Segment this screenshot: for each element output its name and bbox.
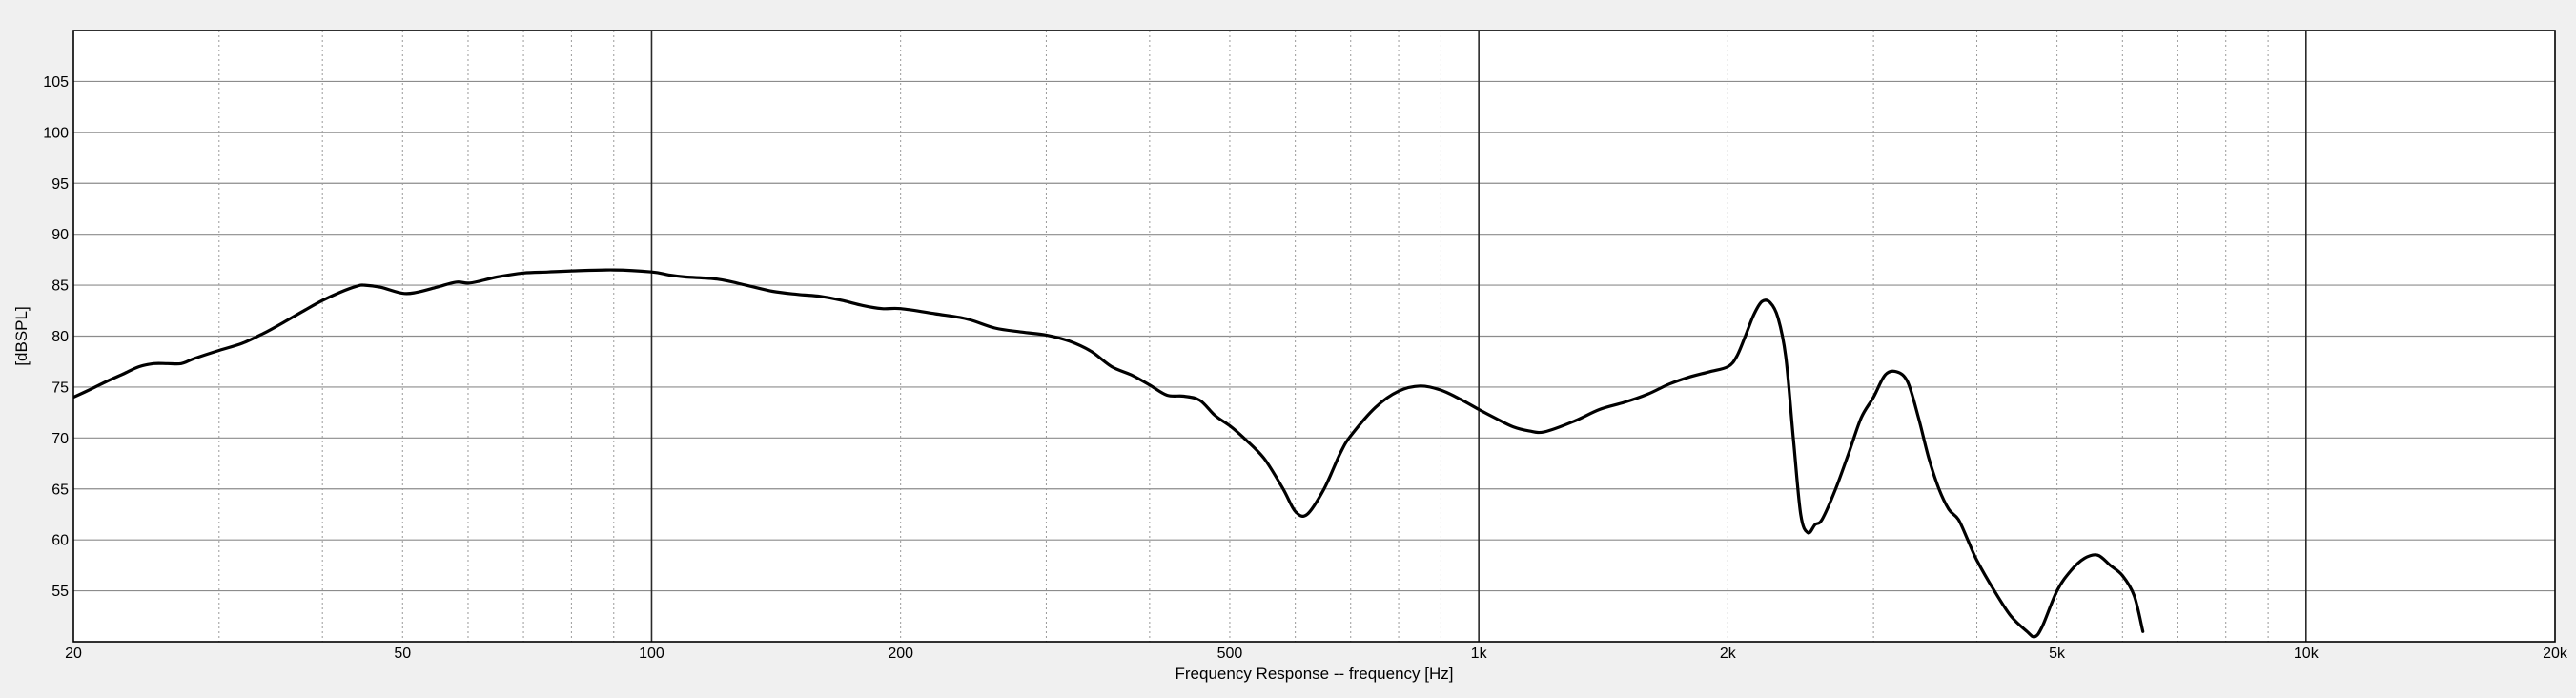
y-axis-label: [dBSPL]	[12, 306, 31, 365]
tick-label-layer: 20 50 100 200 500 1k 2k 5k 10k 20k 55 60 65 70 75 80 85 9…	[43, 74, 2568, 662]
data-layer	[73, 268, 2145, 639]
y-tick-label: 80	[51, 329, 69, 345]
y-tick-label: 70	[51, 431, 69, 447]
y-tick-label: 95	[51, 176, 69, 193]
x-tick-label: 50	[394, 646, 411, 662]
plot-frame	[72, 30, 2556, 643]
x-tick-label: 1k	[1471, 646, 1488, 662]
x-tick-label: 2k	[1720, 646, 1737, 662]
x-tick-label: 10k	[2294, 646, 2320, 662]
x-tick-label: 200	[888, 646, 913, 662]
y-tick-label: 100	[43, 125, 69, 141]
x-axis-label: Frequency Response -- frequency [Hz]	[1176, 665, 1454, 683]
grid-layer	[73, 31, 2555, 642]
series-line	[73, 268, 2145, 639]
x-tick-label: 20	[65, 646, 82, 662]
y-tick-label: 60	[51, 533, 69, 549]
x-tick-label: 100	[639, 646, 664, 662]
y-tick-label: 85	[51, 278, 69, 295]
x-tick-label: 500	[1217, 646, 1243, 662]
y-tick-label: 55	[51, 584, 69, 600]
y-tick-label: 75	[51, 380, 69, 396]
x-tick-label: 20k	[2543, 646, 2568, 662]
x-tick-label: 5k	[2049, 646, 2066, 662]
y-tick-label: 90	[51, 227, 69, 243]
y-tick-label: 65	[51, 482, 69, 498]
y-tick-label: 105	[43, 74, 69, 91]
